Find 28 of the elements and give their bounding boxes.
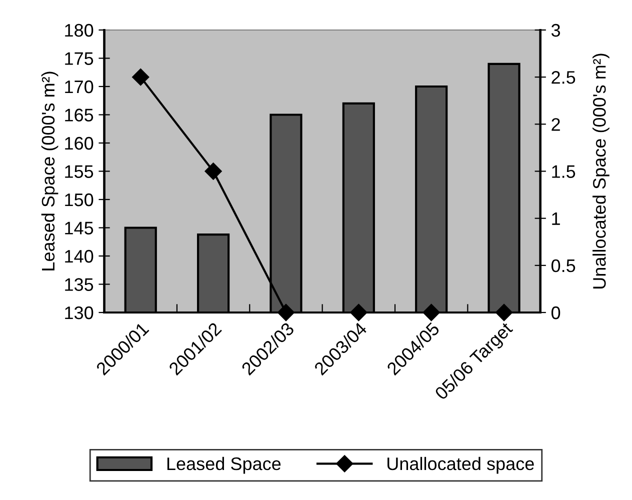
y-tick-label: 155 (65, 165, 94, 178)
y-tick-label: 160 (65, 136, 94, 150)
y2-axis-title: Unallocated Space (000's m²) (592, 54, 610, 288)
y2-tick-label: 0.5 (551, 259, 576, 272)
point (132, 68, 150, 86)
legend-label: Unallocated space (388, 456, 534, 474)
y2-tick-label: 1 (552, 212, 560, 225)
point (422, 304, 440, 322)
y2-tick-label: 2.5 (552, 71, 576, 84)
y2-tick-label: 0 (551, 306, 560, 320)
y-axis-title: Leased Space (000's m²) (41, 72, 58, 270)
legend-label: Leased Space (167, 456, 281, 474)
y-tick-label: 140 (65, 250, 94, 263)
y-tick-label: 135 (65, 278, 94, 291)
point (495, 304, 513, 322)
y-tick-label: 130 (65, 306, 94, 320)
y2-tick-label: 2 (552, 118, 560, 131)
y2-tick-label: 3 (551, 24, 560, 37)
y-tick-label: 150 (65, 193, 94, 206)
y-tick-label: 180 (65, 24, 94, 37)
y2-tick-label: 1.5 (552, 165, 576, 178)
y-tick-label: 145 (65, 222, 94, 234)
y-tick-label: 165 (65, 108, 94, 122)
point (277, 304, 295, 322)
point (204, 162, 222, 180)
point (350, 304, 368, 322)
y-tick-label: 170 (65, 80, 94, 94)
y-tick-label: 175 (65, 52, 94, 65)
